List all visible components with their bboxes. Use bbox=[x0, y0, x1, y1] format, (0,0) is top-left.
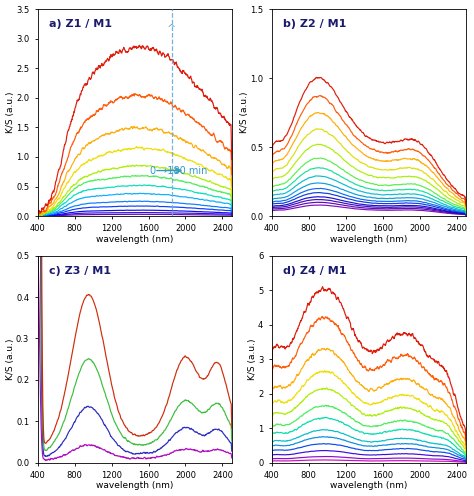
X-axis label: wavelength (nm): wavelength (nm) bbox=[96, 482, 173, 491]
Text: d) Z4 / M1: d) Z4 / M1 bbox=[283, 266, 347, 276]
Text: c) Z3 / M1: c) Z3 / M1 bbox=[49, 266, 111, 276]
X-axis label: wavelength (nm): wavelength (nm) bbox=[96, 235, 173, 244]
X-axis label: wavelength (nm): wavelength (nm) bbox=[330, 235, 408, 244]
Y-axis label: K/S (a.u.): K/S (a.u.) bbox=[6, 338, 15, 380]
X-axis label: wavelength (nm): wavelength (nm) bbox=[330, 482, 408, 491]
Text: a) Z1 / M1: a) Z1 / M1 bbox=[49, 19, 112, 29]
Y-axis label: K/S (a.u.): K/S (a.u.) bbox=[247, 338, 256, 380]
Text: 0 →180 min: 0 →180 min bbox=[150, 166, 208, 176]
Y-axis label: K/S (a.u.): K/S (a.u.) bbox=[6, 92, 15, 133]
Text: ^: ^ bbox=[167, 24, 176, 34]
Y-axis label: K/S (a.u.): K/S (a.u.) bbox=[240, 92, 249, 133]
Text: b) Z2 / M1: b) Z2 / M1 bbox=[283, 19, 346, 29]
